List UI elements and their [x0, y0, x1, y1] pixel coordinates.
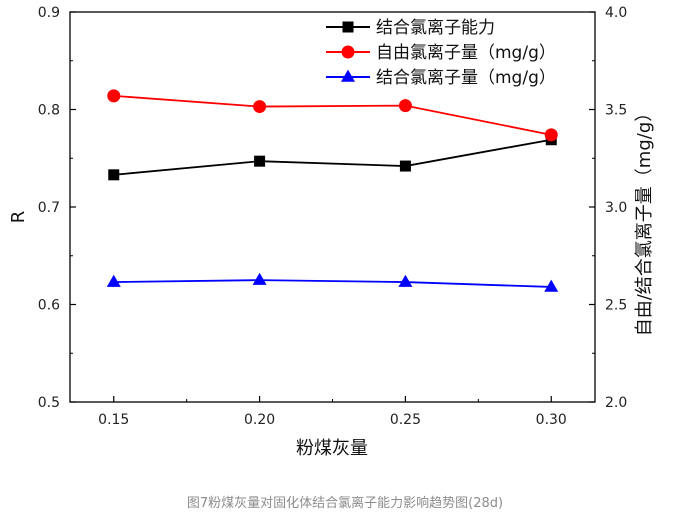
right-axis-title: 自由/结合氯离子量（mg/g）: [634, 104, 655, 337]
y-right-tick-label: 2.5: [605, 298, 627, 314]
x-tick-label: 0.25: [390, 412, 421, 428]
figure-caption: 图7粉煤灰量对固化体结合氯离子能力影响趋势图(28d): [186, 496, 504, 511]
series-point-2: [544, 279, 559, 292]
series-line-1: [113, 94, 552, 136]
x-tick-label: 0.30: [536, 412, 567, 428]
y-right-tick-label: 3.0: [605, 200, 627, 216]
left-axis-title: R: [8, 211, 29, 224]
x-axis-title: 粉煤灰量: [296, 438, 368, 459]
y-right-tick-label: 3.5: [605, 103, 627, 119]
series-line-0: [113, 138, 552, 176]
legend-marker-0: [342, 21, 354, 33]
series-point-2: [398, 274, 413, 287]
y-left-tick-label: 0.7: [38, 200, 60, 216]
series-0: [108, 134, 557, 181]
series-point-2: [252, 272, 267, 285]
y-left-tick-label: 0.5: [38, 395, 60, 411]
y-right-tick-label: 2.0: [605, 395, 627, 411]
series-point-1: [544, 128, 558, 142]
x-tick-label: 0.20: [244, 412, 275, 428]
series-point-0: [108, 169, 120, 181]
y-left-tick-label: 0.8: [38, 103, 60, 119]
series-1: [107, 89, 558, 142]
chart: 0.15 0.20 0.25 0.30 0.5 0.6 0.7 0.8 0.9 2.0 2.5 3.0…: [8, 5, 655, 459]
legend-marker-1: [341, 45, 355, 59]
series-line-2: [113, 279, 552, 288]
series-point-0: [254, 155, 266, 167]
series-point-1: [253, 100, 267, 114]
legend-label-1: 自由氯离子量（mg/g）: [376, 43, 556, 63]
x-tick-label: 0.15: [98, 412, 129, 428]
legend-label-2: 结合氯离子量（mg/g）: [376, 68, 556, 88]
series-2: [106, 272, 559, 292]
series-point-1: [398, 99, 412, 113]
series-point-1: [107, 89, 121, 103]
y-right-tick-label: 4.0: [605, 5, 627, 21]
series-point-2: [106, 274, 121, 287]
y-left-tick-label: 0.6: [38, 298, 60, 314]
series-point-0: [399, 160, 411, 172]
legend-marker-2: [341, 69, 355, 82]
legend-label-0: 结合氯离子能力: [376, 18, 495, 38]
y-left-tick-label: 0.9: [38, 5, 60, 21]
